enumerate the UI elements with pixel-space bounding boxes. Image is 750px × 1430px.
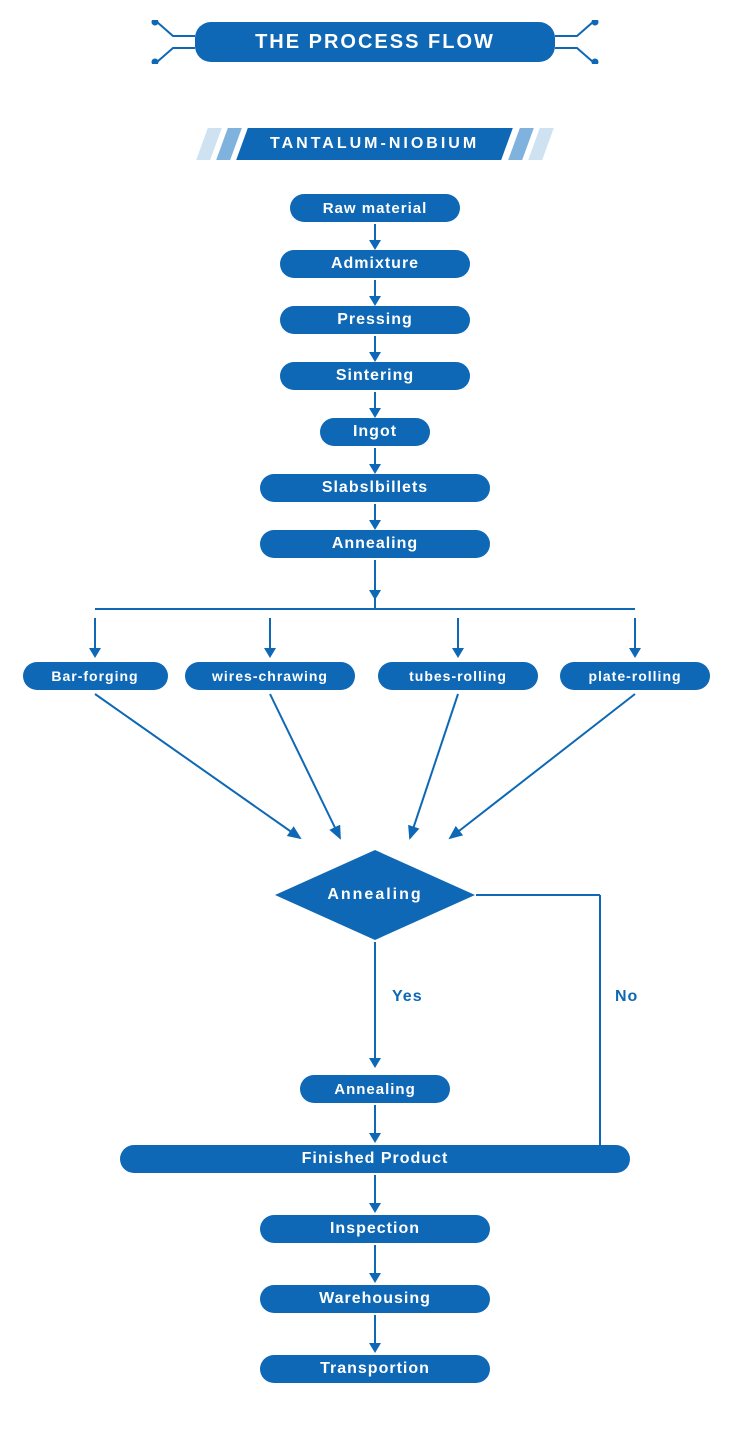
node-finished: Finished Product xyxy=(120,1145,630,1173)
arrow-down xyxy=(367,942,383,1068)
arrow-down xyxy=(367,504,383,530)
arrow-down xyxy=(367,1245,383,1283)
split-line xyxy=(95,608,635,610)
node-inspection: Inspection xyxy=(260,1215,490,1243)
arrow-down xyxy=(367,1175,383,1213)
converge-arrows xyxy=(83,682,647,850)
node-anneal1: Annealing xyxy=(260,530,490,558)
arrow-down xyxy=(262,618,278,658)
arrow-down xyxy=(367,1105,383,1143)
arrow-down xyxy=(592,895,608,1156)
node-slabs: Slabslbillets xyxy=(260,474,490,502)
arrow-down xyxy=(367,224,383,250)
subtitle: TANTALUM-NIOBIUM xyxy=(0,128,750,160)
node-warehouse: Warehousing xyxy=(260,1285,490,1313)
arrow-down xyxy=(87,618,103,658)
label-yes: Yes xyxy=(392,988,423,1006)
node-anneal3: Annealing xyxy=(300,1075,450,1103)
decision-diamond: Annealing xyxy=(275,850,475,940)
arrow-down xyxy=(450,618,466,658)
circuit-decoration-r xyxy=(547,20,607,64)
page-title: THE PROCESS FLOW xyxy=(195,22,555,62)
node-transport: Transportion xyxy=(260,1355,490,1383)
arrow-down xyxy=(367,392,383,418)
node-ingot: Ingot xyxy=(320,418,430,446)
arrow-down xyxy=(367,560,383,600)
node-admixture: Admixture xyxy=(280,250,470,278)
arrow-down xyxy=(627,618,643,658)
arrow-down xyxy=(367,1315,383,1353)
node-sintering: Sintering xyxy=(280,362,470,390)
flowchart-canvas: THE PROCESS FLOW TANTALUM-NIOBIUM Raw mate… xyxy=(0,0,750,1430)
arrow-down xyxy=(367,448,383,474)
node-pressing: Pressing xyxy=(280,306,470,334)
arrow-down xyxy=(367,280,383,306)
circuit-decoration-l xyxy=(143,20,203,64)
label-no: No xyxy=(615,988,638,1006)
node-raw: Raw material xyxy=(290,194,460,222)
arrow-down xyxy=(367,336,383,362)
